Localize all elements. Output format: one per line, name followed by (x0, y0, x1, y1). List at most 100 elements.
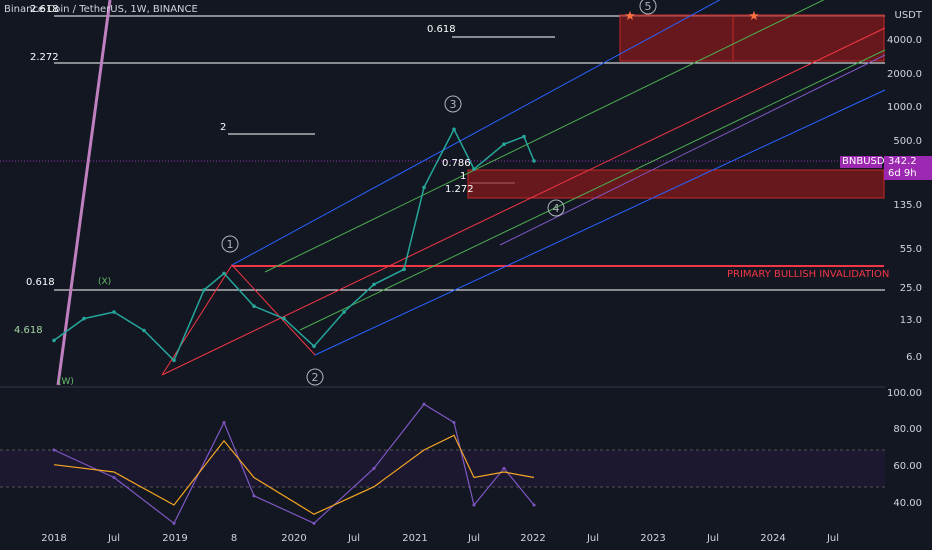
symbol-title: Binance Coin / TetherUS, 1W, BINANCE (4, 4, 198, 15)
axis-tick-55: 55.0 (899, 244, 922, 255)
rsi-point (172, 521, 176, 525)
time-tick: 2022 (520, 533, 546, 544)
price-point (372, 282, 376, 287)
time-tick: Jul (706, 533, 720, 544)
price-point (452, 127, 456, 132)
fib-078-label: 0.786 (442, 158, 471, 169)
fib-1272-label: 1.272 (445, 184, 474, 195)
rsi-point (312, 521, 316, 525)
rsi-point (532, 503, 536, 507)
current-price-tag: 342.2 (884, 156, 932, 168)
axis-tick-4000: 4000.0 (887, 35, 922, 46)
time-tick: Jul (586, 533, 600, 544)
wave-x-label: (X) (98, 277, 111, 287)
rsi-point (372, 466, 376, 470)
price-point (422, 185, 426, 190)
price-point (342, 310, 346, 314)
rsi-tick-60: 60.00 (893, 461, 922, 472)
price-point (402, 267, 406, 272)
price-point (312, 344, 316, 349)
price-point (142, 328, 146, 333)
price-point (252, 304, 256, 309)
rsi-point (252, 494, 256, 498)
wave4-zone-box (467, 169, 885, 199)
time-tick: Jul (467, 533, 481, 544)
rsi-tick-80: 80.00 (893, 424, 922, 435)
price-point (282, 316, 286, 321)
time-tick: Jul (826, 533, 840, 544)
wave-3-label-circle (444, 95, 462, 113)
rsi-point (472, 503, 476, 507)
rsi-point (502, 466, 506, 470)
wave-4-label: 4 (553, 202, 560, 215)
time-tick: Jul (347, 533, 361, 544)
rsi-tick-100: 100.00 (887, 388, 922, 399)
time-tick: 2020 (281, 533, 307, 544)
invalidation-annotation: PRIMARY BULLISH INVALIDATION (727, 269, 890, 280)
wave-4-label-circle (547, 199, 565, 217)
target-zone-box (619, 14, 885, 62)
wave-2-label-circle (306, 368, 324, 386)
fib-0618-left-label: 0.618 (26, 277, 55, 288)
axis-tick-135: 135.0 (893, 200, 922, 211)
time-tick: 8 (230, 533, 238, 544)
rsi-line (53, 403, 535, 525)
channel-green-upper-line (264, 0, 825, 273)
rsi-point (422, 402, 426, 406)
channel-lower-line (314, 89, 886, 356)
rsi-point (452, 421, 456, 424)
wave-1-label-circle (221, 235, 239, 253)
wave-2-label: 2 (312, 371, 319, 384)
fib-2618-label: 2.618 (30, 4, 59, 15)
target-star-icon: ★ (748, 9, 760, 24)
channel-upper-line (231, 0, 721, 266)
fib-2272-label: 2.272 (30, 52, 59, 63)
rsi-band (0, 450, 885, 487)
time-tick: 2023 (640, 533, 666, 544)
price-point (112, 310, 116, 314)
axis-currency: USDT (894, 10, 922, 21)
rsi-point (222, 421, 226, 424)
axis-tick-13: 13.0 (899, 315, 922, 326)
price-point (222, 271, 226, 276)
time-tick: 2018 (41, 533, 67, 544)
rsi-tick-40: 40.00 (893, 498, 922, 509)
rsi-point (112, 476, 116, 479)
wave-5-label-circle (639, 0, 657, 15)
time-tick: 2021 (402, 533, 428, 544)
price-point (82, 316, 86, 321)
price-point (522, 134, 526, 139)
pitchfork-handle (161, 264, 316, 376)
fib-1-label: 1 (460, 171, 467, 182)
wave-5-label: 5 (645, 0, 652, 13)
axis-tick-500: 500.0 (893, 136, 922, 147)
price-point (532, 159, 536, 163)
rsi-ma-line (53, 434, 535, 515)
time-tick: 2019 (162, 533, 188, 544)
price-point (202, 288, 206, 292)
time-tick: 2024 (760, 533, 786, 544)
axis-tick-1000: 1000.0 (887, 102, 922, 113)
wave-3-label: 3 (450, 98, 457, 111)
price-point (172, 358, 176, 363)
steep-trendline (56, 0, 112, 386)
rsi-point (52, 448, 56, 452)
target-star-icon: ★ (624, 9, 636, 24)
price-point (502, 142, 506, 147)
axis-tick-25: 25.0 (899, 283, 922, 294)
axis-tick-2000: 2000.0 (887, 69, 922, 80)
wave-w-label: (W) (58, 377, 74, 387)
fib-4618-label: 4.618 (14, 325, 43, 336)
time-tick: Jul (107, 533, 121, 544)
price-point (472, 167, 476, 171)
symbol-tag: BNBUSDT (840, 156, 891, 168)
channel-purple-line (499, 54, 886, 246)
countdown-tag: 6d 9h (884, 168, 932, 180)
price-point (52, 338, 56, 343)
channel-green-lower-line (299, 49, 886, 331)
channel-median-line (161, 27, 886, 376)
axis-tick-6: 6.0 (906, 352, 922, 363)
fib-0618-top-label: 0.618 (427, 24, 456, 35)
fib-2-label: 2 (220, 122, 227, 133)
